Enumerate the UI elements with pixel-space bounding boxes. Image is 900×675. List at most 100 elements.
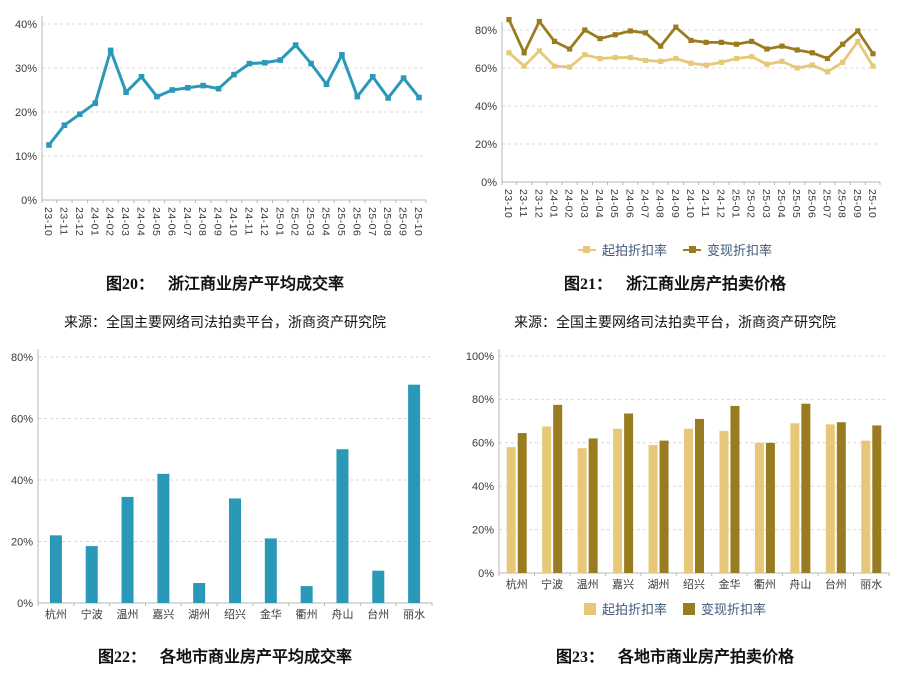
figure20-source: 来源：全国主要网络司法拍卖平台，浙商资产研究院 (64, 316, 386, 331)
y-tick-label: 20% (472, 524, 494, 536)
data-point (688, 37, 694, 44)
figure21-number: 图21： (563, 276, 612, 293)
x-tick-label: 25-07 (821, 189, 833, 218)
bar (801, 403, 811, 573)
x-tick-label: 24-09 (669, 189, 681, 218)
data-point (870, 63, 876, 69)
data-point (92, 100, 99, 106)
data-point (733, 41, 740, 47)
data-point (200, 82, 206, 89)
data-point (246, 60, 253, 67)
figure23-title: 各地市商业房产拍卖价格 (618, 649, 795, 666)
fig21-line-chart: 0%20%40%60%80%23-10 23-11 23-12 24-01 24-02 2… (475, 16, 881, 218)
data-point (809, 62, 815, 68)
x-tick-label: 25-05 (790, 189, 802, 218)
bar (588, 438, 598, 573)
x-tick-label: 24-10 (684, 189, 696, 218)
x-tick-label: 丽水 (860, 578, 882, 591)
data-point (658, 43, 664, 49)
x-tick-label: 25-09 (397, 207, 409, 236)
bar (577, 448, 587, 573)
y-tick-label: 80% (475, 25, 497, 37)
data-point (597, 55, 603, 62)
start-discount-line-marker-icon (577, 245, 596, 254)
x-tick-label: 嘉兴 (152, 607, 174, 621)
data-point (506, 16, 512, 23)
legend-label-start-discount: 起拍折扣率 (601, 602, 667, 617)
x-tick-label: 24-03 (578, 189, 590, 218)
x-tick-label: 25-06 (350, 207, 362, 236)
x-tick-label: 24-06 (623, 189, 635, 218)
x-tick-label: 24-06 (165, 207, 177, 236)
data-point (870, 51, 876, 57)
data-point (840, 41, 846, 47)
x-tick-label: 23-11 (57, 207, 69, 236)
bar (836, 422, 846, 573)
data-point (61, 122, 68, 128)
x-tick-label: 25-03 (304, 207, 316, 236)
data-point (551, 63, 558, 69)
figure22-number: 图22： (97, 649, 146, 666)
x-tick-label: 24-08 (654, 189, 666, 218)
start-discount-square (583, 246, 591, 253)
data-point (339, 52, 345, 58)
x-tick-label: 24-05 (608, 189, 620, 218)
y-tick-label: 40% (15, 19, 37, 31)
data-point (824, 55, 831, 62)
bar (372, 570, 385, 603)
x-tick-label: 24-01 (88, 207, 100, 236)
bar (825, 424, 835, 573)
data-point (536, 48, 542, 54)
legend-label-realize-discount: 变现折扣率 (701, 602, 767, 617)
x-tick-label: 温州 (577, 578, 599, 591)
x-tick-label: 丽水 (403, 608, 425, 621)
bar (861, 440, 871, 573)
data-point (123, 89, 129, 95)
figure20-panel: 0% 10% 20% 30% 40% 23-10 23-11 23-12 24-01 24-02 2… (0, 0, 450, 345)
bar (730, 405, 740, 573)
x-tick-label: 24-12 (258, 207, 270, 236)
legend-item-start-discount: 起拍折扣率 (577, 240, 667, 259)
bar (719, 430, 729, 573)
data-point (416, 94, 422, 101)
y-tick-label: 0% (478, 568, 494, 580)
bar (121, 496, 134, 603)
x-tick-label: 23-10 (42, 207, 54, 236)
bar (264, 538, 277, 603)
x-tick-label: 25-05 (335, 207, 347, 236)
bar (553, 404, 563, 573)
data-point (642, 57, 649, 63)
data-point (567, 46, 573, 52)
realize-discount-square (688, 246, 696, 253)
data-point (627, 54, 633, 61)
data-point (308, 60, 314, 67)
bar (765, 442, 775, 573)
x-tick-label: 宁波 (541, 577, 563, 591)
x-tick-label: 25-10 (412, 207, 424, 236)
x-tick-label: 23-12 (532, 189, 544, 218)
y-tick-label: 20% (15, 107, 37, 119)
y-tick-label: 30% (15, 63, 37, 75)
data-point (551, 38, 558, 44)
x-tick-label: 24-08 (196, 207, 208, 236)
bar (229, 498, 241, 603)
x-tick-label: 绍兴 (683, 577, 705, 591)
data-point (292, 42, 299, 48)
fig23-bar-chart: 0% 20% 40% 60% 80% 100% 杭州 宁波 温州 嘉兴 湖州 绍兴 金华 衢州 舟山 台州 丽水 (466, 349, 890, 591)
data-point (597, 35, 603, 42)
figure23-panel: 0% 20% 40% 60% 80% 100% 杭州 宁波 温州 嘉兴 湖州 绍兴 金华 衢州 舟山 台州 丽水… (450, 345, 900, 675)
x-tick-label: 24-02 (104, 207, 116, 236)
realize-discount-line-marker-icon (683, 245, 701, 254)
data-point (277, 57, 284, 63)
data-point (642, 30, 649, 36)
y-tick-label: 0% (17, 598, 33, 610)
figure21-caption: 图21： 浙江商业房产拍卖价格 (450, 270, 900, 294)
data-point (521, 50, 527, 56)
fig20-line-chart: 0%10%20%30%40%23-10 23-11 23-12 24-01 24-02 2… (15, 16, 427, 236)
x-tick-label: 24-11 (242, 207, 254, 236)
data-point (521, 63, 527, 69)
bar (624, 413, 634, 573)
y-tick-label: 80% (472, 394, 494, 406)
figure21-panel: 0% 20% 40% 60% 80% 23-10 23-11 23-12 24-01 24-02 2… (450, 0, 900, 345)
